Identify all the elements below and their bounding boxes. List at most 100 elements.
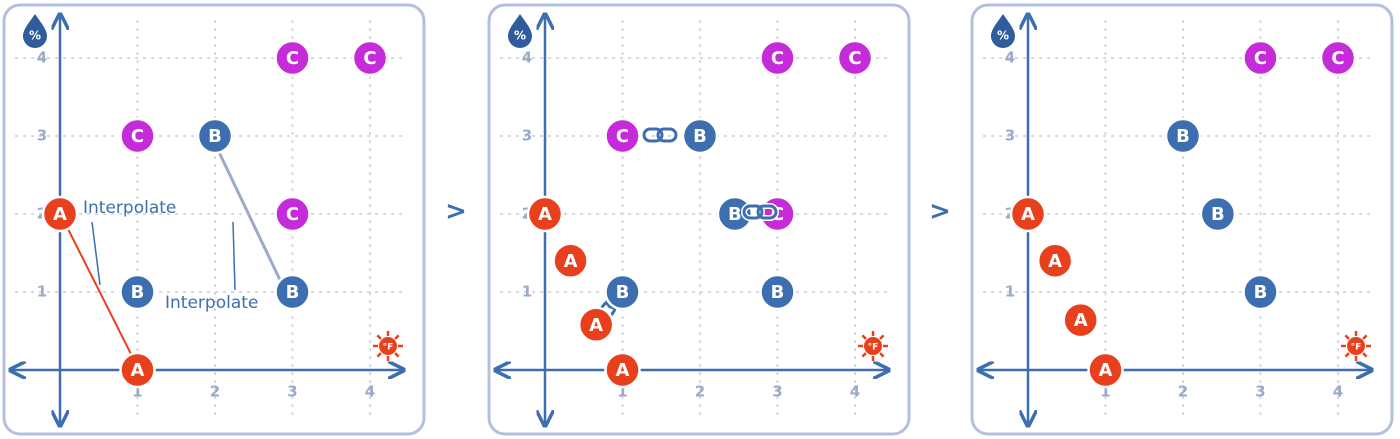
point-marker — [274, 39, 311, 77]
y-axis-icon-label: % — [997, 29, 1009, 43]
point-label: B — [1176, 126, 1190, 147]
point-marker — [759, 273, 796, 311]
chain-link — [642, 127, 664, 143]
point-label: A — [589, 315, 603, 336]
point-marker — [351, 39, 389, 77]
separator: > — [445, 197, 467, 227]
point-marker — [1242, 39, 1279, 77]
x-tick-label: 4 — [365, 383, 375, 401]
point-label: B — [728, 204, 742, 225]
y-tick-label: 3 — [522, 127, 532, 145]
point-marker — [119, 273, 156, 311]
point-label: B — [771, 282, 785, 303]
point-marker — [1087, 351, 1124, 389]
point-label: A — [616, 360, 630, 381]
x-axis-icon-label: °F — [383, 343, 394, 353]
y-tick-label: 4 — [1005, 49, 1015, 67]
point-marker — [119, 351, 156, 389]
point-marker — [1319, 39, 1357, 77]
point-marker — [1242, 273, 1279, 311]
x-tick-label: 2 — [1178, 383, 1188, 401]
y-tick-label: 3 — [37, 127, 47, 145]
point-label: A — [1099, 360, 1113, 381]
point-label: B — [693, 126, 707, 147]
chain-icon — [641, 126, 679, 144]
sun-ray — [1344, 352, 1350, 358]
point-marker — [41, 195, 79, 233]
point-label: A — [1074, 310, 1088, 331]
point-label: B — [1254, 282, 1268, 303]
drop-icon — [23, 14, 47, 48]
y-tick-label: 1 — [522, 283, 532, 301]
point-marker — [681, 117, 719, 155]
point-label: B — [286, 282, 300, 303]
point-label: A — [564, 251, 578, 272]
point-marker — [526, 195, 564, 233]
point-marker — [577, 306, 615, 344]
point-marker — [1009, 195, 1047, 233]
sun-ray — [879, 334, 885, 340]
sun-ray — [1344, 334, 1350, 340]
point-marker — [759, 39, 796, 77]
x-axis-icon-label: °F — [1351, 343, 1362, 353]
chain-link — [656, 127, 678, 143]
sun-ray — [1362, 352, 1368, 358]
interpolation-line — [65, 224, 135, 361]
sun-icon — [858, 331, 888, 361]
drop-icon — [991, 14, 1015, 48]
point-marker — [604, 351, 641, 389]
point-label: C — [363, 48, 376, 69]
leader-line — [232, 221, 236, 291]
point-label: B — [208, 126, 222, 147]
y-axis-icon-label: % — [29, 29, 41, 43]
y-tick-label: 4 — [37, 49, 47, 67]
panel: 12341234%°FCCCCBBBAAInterpolateInterpola… — [2, 3, 426, 436]
sun-ray — [394, 352, 400, 358]
sun-icon — [1341, 331, 1371, 361]
sun-core — [1347, 337, 1365, 355]
y-tick-label: 4 — [522, 49, 532, 67]
point-label: C — [1254, 48, 1267, 69]
point-label: C — [1331, 48, 1344, 69]
point-marker — [1036, 242, 1074, 280]
annotation: Interpolate — [165, 293, 258, 313]
x-tick-label: 2 — [695, 383, 705, 401]
point-label: A — [131, 360, 145, 381]
point-label: B — [131, 282, 145, 303]
point-label: B — [1211, 204, 1225, 225]
point-marker — [604, 117, 641, 155]
leader-line — [91, 221, 101, 286]
point-marker — [1199, 195, 1237, 233]
sun-ray — [376, 352, 382, 358]
interpolation-line — [216, 149, 282, 281]
sun-ray — [376, 334, 382, 340]
point-label: B — [616, 282, 630, 303]
point-marker — [274, 195, 311, 233]
chain-link — [742, 204, 764, 220]
annotation: Interpolate — [83, 198, 176, 218]
point-label: A — [53, 204, 67, 225]
point-label: C — [771, 48, 784, 69]
point-label: C — [131, 126, 144, 147]
point-label: C — [286, 204, 299, 225]
y-tick-label: 1 — [37, 283, 47, 301]
panel-frame — [2, 3, 426, 436]
separator: > — [929, 197, 951, 227]
point-marker — [1164, 117, 1202, 155]
chain-icon — [741, 203, 779, 221]
point-label: C — [848, 48, 861, 69]
y-tick-label: 3 — [1005, 127, 1015, 145]
chain-link — [756, 204, 778, 220]
sun-ray — [861, 334, 867, 340]
y-tick-label: 1 — [1005, 283, 1015, 301]
sun-ray — [879, 352, 885, 358]
point-marker — [1062, 301, 1099, 339]
point-marker — [836, 39, 874, 77]
x-tick-label: 4 — [1333, 383, 1343, 401]
point-marker — [552, 242, 589, 280]
sun-ray — [861, 352, 867, 358]
x-tick-label: 3 — [1255, 383, 1265, 401]
point-marker — [716, 195, 754, 233]
